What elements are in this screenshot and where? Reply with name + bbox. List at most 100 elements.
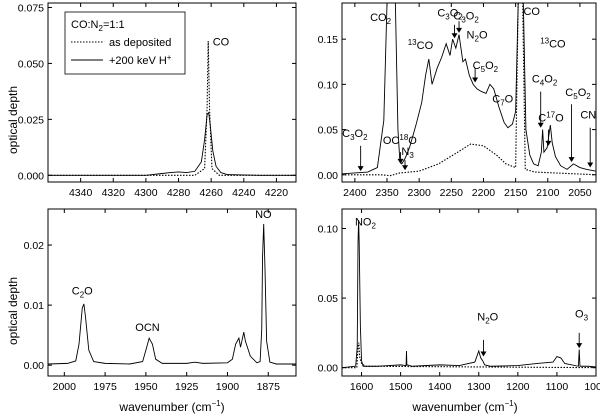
x-tick-label: 1600 bbox=[350, 381, 374, 393]
x-tick-label: 1400 bbox=[428, 381, 452, 393]
x-tick-label: 1200 bbox=[506, 381, 530, 393]
arrow-head bbox=[545, 140, 552, 146]
arrow-head bbox=[397, 158, 404, 164]
x-tick-label: 1300 bbox=[467, 381, 491, 393]
y-tick-label: 0.02 bbox=[24, 240, 45, 252]
x-tick-label: 2100 bbox=[536, 187, 560, 199]
arrow-head bbox=[402, 165, 409, 171]
x-tick-label: 2350 bbox=[375, 187, 399, 199]
arrow-head bbox=[480, 351, 487, 357]
peak-label: NO2 bbox=[355, 217, 377, 231]
arrow-head bbox=[568, 157, 575, 163]
series-line-dotted-1 bbox=[342, 3, 596, 177]
peak-label: 13CO bbox=[408, 38, 434, 52]
series-line-dotted-1 bbox=[48, 41, 296, 176]
x-tick-label: 2300 bbox=[407, 187, 431, 199]
panel-top-left: 4340 4320 4300 4280 4260 4240 4220 0.000 0.025 0.… bbox=[18, 2, 297, 199]
x-tick-label: 1975 bbox=[93, 381, 117, 393]
peak-label: C3O2 bbox=[453, 10, 479, 24]
peak-label: N2O bbox=[477, 311, 498, 325]
peak-label: CO bbox=[213, 37, 230, 49]
x-tick-label: 4260 bbox=[199, 187, 223, 199]
x-tick-label: 4340 bbox=[69, 187, 93, 199]
legend-label: as deposited bbox=[109, 37, 171, 49]
y-tick-label: 0.10 bbox=[318, 79, 339, 91]
peak-label: N3 bbox=[401, 146, 414, 160]
y-tick-label: 0.05 bbox=[318, 293, 339, 305]
peak-label: C17O bbox=[538, 110, 564, 124]
arrow-head bbox=[357, 166, 364, 172]
peak-label: CN bbox=[580, 110, 596, 122]
peak-label: CO bbox=[523, 6, 540, 18]
y-tick-label: 0.05 bbox=[318, 125, 339, 137]
arrow-head bbox=[472, 77, 479, 83]
x-tick-label: 1100 bbox=[546, 381, 569, 393]
x-tick-label: 1925 bbox=[175, 381, 199, 393]
y-axis-label-bottom: optical depth bbox=[6, 277, 20, 345]
arrow-head bbox=[451, 33, 458, 39]
peak-label: C4O2 bbox=[532, 74, 558, 88]
x-tick-label: 4320 bbox=[102, 187, 126, 199]
y-tick-label: 0.025 bbox=[18, 114, 44, 126]
x-tick-label: 2000 bbox=[53, 381, 77, 393]
peak-label: 13CO bbox=[540, 36, 566, 50]
series-line-solid-0 bbox=[48, 224, 296, 365]
x-tick-label: 1875 bbox=[257, 381, 281, 393]
x-tick-label: 4220 bbox=[265, 187, 289, 199]
series-line-solid-0 bbox=[342, 220, 596, 369]
y-tick-label: 0.00 bbox=[318, 170, 339, 182]
x-tick-label: 4240 bbox=[232, 187, 256, 199]
arrow-head bbox=[537, 122, 544, 128]
peak-label: OCN bbox=[135, 322, 160, 334]
x-tick-label: 2200 bbox=[472, 187, 496, 199]
y-axis-label-top: optical depth bbox=[6, 86, 20, 154]
y-tick-label: 0.01 bbox=[24, 300, 45, 312]
panel-top-right: 2400 2350 2300 2250 2200 2150 2100 2050 0.00 0.05… bbox=[318, 2, 597, 199]
peak-label: C3O2 bbox=[342, 128, 368, 142]
y-tick-label: 0.10 bbox=[318, 223, 339, 235]
peak-label: C5O2 bbox=[473, 60, 499, 74]
peak-label: N2O bbox=[467, 29, 488, 43]
x-axis-label-left: wavenumber (cm−1) bbox=[118, 399, 224, 414]
arrow-head bbox=[587, 162, 594, 168]
y-tick-label: 0.00 bbox=[318, 363, 339, 375]
x-tick-label: 4300 bbox=[134, 187, 158, 199]
peak-label: C5O2 bbox=[565, 87, 591, 101]
x-tick-label: 4280 bbox=[167, 187, 191, 199]
plot-frame bbox=[341, 208, 597, 377]
legend-title: CO:N2=1:1 bbox=[71, 19, 125, 33]
peak-label: CO2 bbox=[370, 12, 392, 26]
peak-label: NO bbox=[255, 209, 272, 221]
arrow-head bbox=[576, 343, 583, 349]
x-axis-label-right: wavenumber (cm−1) bbox=[411, 399, 517, 414]
series-line-solid-0 bbox=[48, 111, 296, 176]
y-tick-label: 0.000 bbox=[18, 170, 44, 182]
series-line-dotted-1 bbox=[342, 342, 596, 369]
peak-label: C3O2 bbox=[437, 8, 463, 22]
legend-label: +200 keV H+ bbox=[109, 53, 172, 67]
y-tick-label: 0.15 bbox=[318, 34, 339, 46]
plot-frame bbox=[341, 2, 597, 183]
x-tick-label: 2400 bbox=[343, 187, 367, 199]
x-tick-label: 2250 bbox=[440, 187, 464, 199]
peak-label: C7O bbox=[492, 93, 513, 107]
x-tick-label: 2150 bbox=[504, 187, 528, 199]
x-tick-label: 1950 bbox=[134, 381, 158, 393]
x-tick-label: 1900 bbox=[216, 381, 240, 393]
peak-label: C2O bbox=[72, 285, 93, 299]
series-line-solid-0 bbox=[342, 3, 596, 175]
legend-box bbox=[64, 11, 186, 75]
x-tick-label: 2050 bbox=[568, 187, 592, 199]
peak-label: OC18O bbox=[383, 133, 417, 147]
y-tick-label: 0.050 bbox=[18, 58, 44, 70]
plot-frame bbox=[47, 208, 297, 377]
y-tick-label: 0.00 bbox=[24, 360, 45, 372]
y-tick-label: 0.075 bbox=[18, 2, 44, 14]
arrow-head bbox=[456, 27, 463, 33]
plot-frame bbox=[47, 2, 297, 183]
panel-bottom-left: 2000 1975 1950 1925 1900 1875 0.00 0.01 0.02 C2O O… bbox=[24, 208, 297, 393]
x-tick-label: 1500 bbox=[389, 381, 413, 393]
